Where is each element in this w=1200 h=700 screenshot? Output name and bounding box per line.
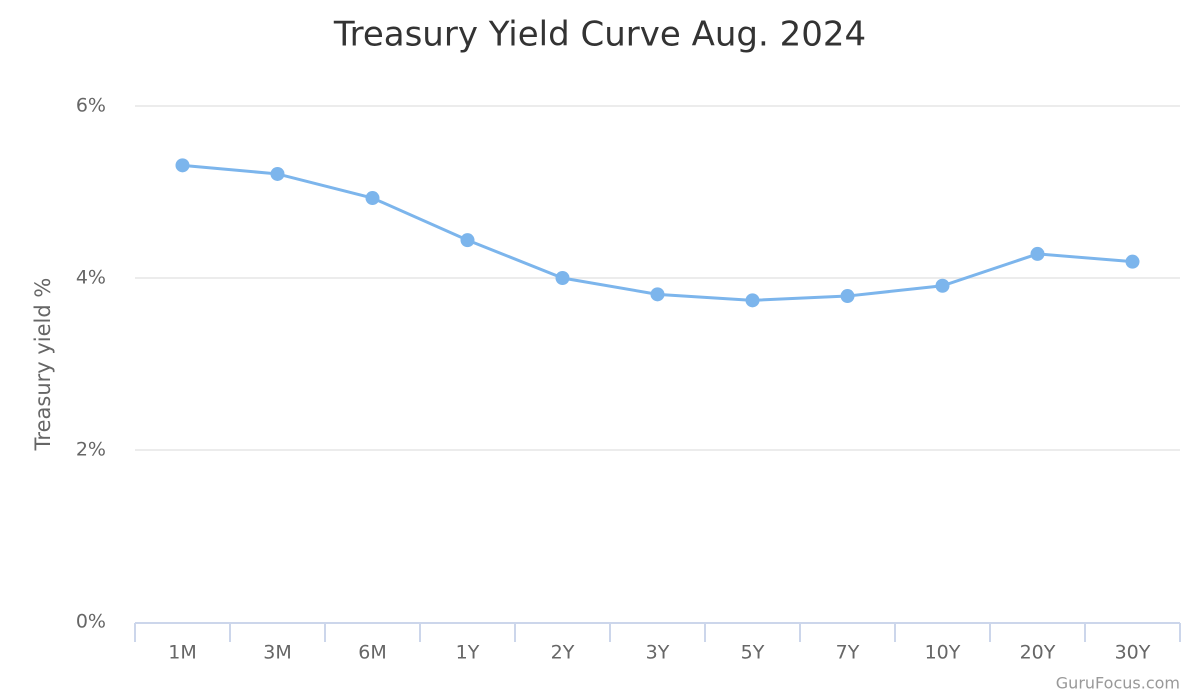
data-point (270, 166, 285, 181)
x-tick-label: 1Y (456, 642, 480, 664)
y-axis-title: Treasury yield % (31, 278, 55, 452)
data-point (1125, 254, 1140, 269)
data-point (460, 233, 475, 248)
y-tick-label: 6% (76, 95, 106, 117)
x-tick-label: 3M (263, 642, 291, 664)
data-point (745, 293, 760, 308)
y-tick-label: 2% (76, 439, 106, 461)
x-tick-label: 3Y (646, 642, 670, 664)
chart-title: Treasury Yield Curve Aug. 2024 (333, 15, 866, 55)
x-tick-label: 20Y (1020, 642, 1056, 664)
data-point (555, 271, 570, 285)
data-point (935, 278, 950, 293)
x-tick-label: 10Y (925, 642, 961, 664)
x-tick-label: 30Y (1115, 642, 1151, 664)
x-tick-label: 6M (358, 642, 386, 664)
data-point (1030, 246, 1045, 261)
data-point (175, 158, 190, 173)
x-tick-label: 7Y (836, 642, 860, 664)
y-tick-label: 4% (76, 267, 106, 289)
y-tick-label: 0% (76, 611, 106, 633)
data-point (840, 289, 855, 304)
data-point (365, 191, 380, 206)
series-line (182, 163, 1133, 302)
data-point (650, 287, 665, 302)
x-tick-label: 1M (168, 642, 196, 664)
x-tick-label: 2Y (551, 642, 575, 664)
credit: GuruFocus.com (1056, 674, 1180, 693)
x-tick-label: 5Y (741, 642, 765, 664)
